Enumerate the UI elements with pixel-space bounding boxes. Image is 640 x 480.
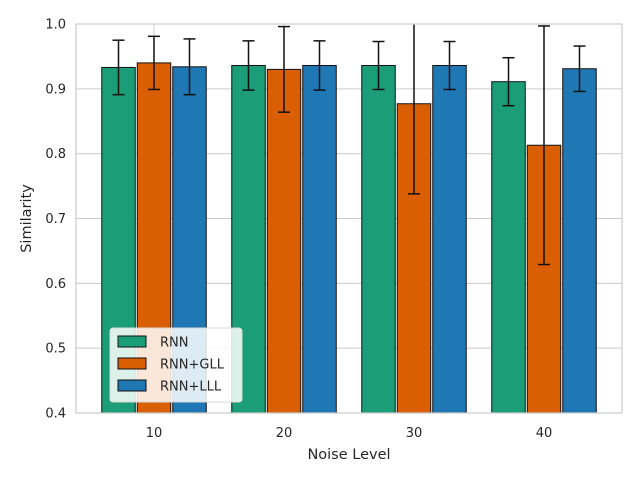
y-tick-label: 0.6: [45, 277, 66, 292]
error-bar: [502, 56, 515, 107]
error-bar: [148, 35, 160, 91]
y-tick-label: 1.0: [45, 18, 66, 33]
x-tick-label: 20: [276, 426, 293, 441]
y-tick-label: 0.9: [45, 82, 66, 97]
error-bar: [112, 39, 125, 96]
error-bar: [408, 24, 420, 195]
x-tick-labels: 10 20 30 40: [146, 426, 553, 441]
error-bar: [372, 40, 385, 91]
error-bars: [112, 24, 586, 266]
plot-area-frame: [75, 23, 623, 414]
y-tick-label: 0.8: [45, 147, 66, 162]
x-tick-label: 30: [406, 426, 423, 441]
bar-rnn-lll-30: [432, 64, 467, 414]
bar-rnn-lll-40: [562, 68, 597, 414]
y-tick-label: 0.5: [45, 342, 66, 357]
legend-label: RNN+GLL: [160, 358, 225, 373]
y-tick-label: 0.4: [45, 407, 66, 422]
legend-swatch: [117, 357, 147, 370]
bar-rnn-gll-20: [266, 68, 302, 414]
bar-rnn-lll-20: [302, 64, 337, 414]
error-bar: [538, 25, 550, 266]
legend: RNN RNN+GLL RNN+LLL: [109, 327, 243, 403]
bar-rnn-40: [491, 81, 526, 414]
error-bar: [242, 40, 255, 91]
error-bar: [443, 40, 456, 91]
legend-swatch: [117, 335, 147, 348]
legend-swatch: [117, 379, 147, 392]
legend-label: RNN+LLL: [160, 380, 222, 395]
x-tick-label: 40: [536, 426, 553, 441]
y-tick-labels: 0.4 0.5 0.6 0.7 0.8 0.9 1.0: [45, 18, 66, 422]
y-axis-label: Similarity: [19, 184, 35, 253]
legend-label: RNN: [160, 336, 188, 351]
bar-rnn-30: [361, 64, 396, 414]
error-bar: [183, 38, 196, 96]
x-axis-label: Noise Level: [307, 447, 390, 463]
error-bar: [313, 40, 326, 91]
x-tick-label: 10: [146, 426, 163, 441]
y-tick-label: 0.7: [45, 212, 66, 227]
error-bar: [278, 25, 290, 113]
error-bar: [573, 45, 586, 93]
